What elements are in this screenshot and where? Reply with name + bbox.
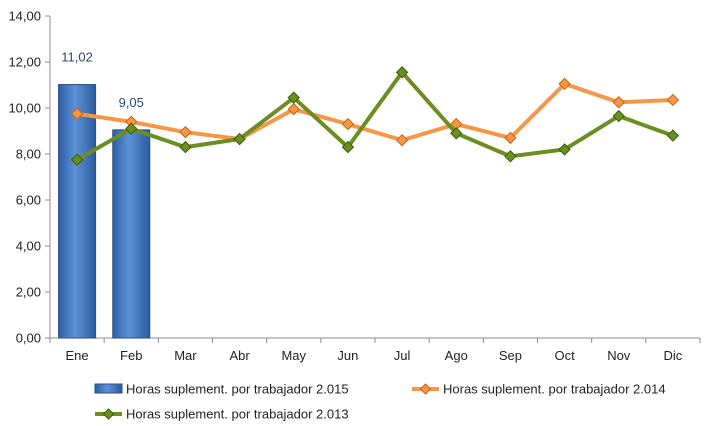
legend-label: Horas suplement. por trabajador 2.013 [126,407,349,422]
y-tick-label: 8,00 [16,147,41,162]
x-tick-label: Jun [337,348,358,363]
lines [70,66,680,166]
legend-label: Horas suplement. por trabajador 2.015 [126,382,349,397]
data-labels: 11,02 9,05 [61,50,144,110]
series-point [341,140,355,154]
series-point [558,77,571,91]
legend-swatch-bar [94,383,123,394]
series-point [287,91,300,104]
series-line-1 [75,81,675,143]
series-point [612,96,625,109]
series-point [233,132,246,146]
series-point [179,140,192,154]
x-tick-label: Ago [445,348,468,363]
legend-swatch-marker [102,408,115,420]
x-tick-label: Oct [554,348,575,363]
data-label: 9,05 [119,95,144,110]
x-tick-label: Abr [229,348,250,363]
x-tick-label: May [281,348,306,363]
x-tick-label: Mar [174,348,197,363]
y-tick-label: 0,00 [16,331,41,346]
series-point [558,143,571,156]
series-point [70,107,84,120]
bars [58,84,151,339]
x-tick-label: Sep [499,348,522,363]
series-line-2 [75,70,675,162]
series-point [395,133,409,147]
y-tick-label: 4,00 [16,239,41,254]
x-tick-label: Feb [120,348,142,363]
series-point [450,127,463,140]
y-tick-label: 14,00 [8,9,41,24]
y-tick-label: 10,00 [8,101,41,116]
series-point [287,102,300,116]
bar-ene [58,84,97,339]
legend-label: Horas suplement. por trabajador 2.014 [443,382,666,397]
x-tick-label: Dic [664,348,683,363]
bar-feb [112,129,151,339]
series-point [125,122,138,135]
series-point [612,109,625,123]
series-point [666,129,680,142]
series-point [70,153,84,166]
x-tick-label: Nov [607,348,631,363]
series-point [179,125,192,139]
axes: 0,00 2,00 4,00 6,00 8,00 10,00 12,00 14,00 Ene Fe… [8,9,701,363]
series-point [395,66,409,79]
x-tick-label: Ene [66,348,89,363]
data-label: 11,02 [61,50,93,65]
y-tick-label: 12,00 [8,55,41,70]
legend: Horas suplement. por trabajador 2.015 Hor… [94,382,666,422]
series-point [341,117,355,131]
y-tick-label: 6,00 [16,193,41,208]
series-point [504,131,517,145]
x-tick-label: Jul [394,348,411,363]
legend-swatch-marker [419,383,432,395]
y-tick-label: 2,00 [16,285,41,300]
series-point [504,150,517,163]
series-point [666,93,680,107]
